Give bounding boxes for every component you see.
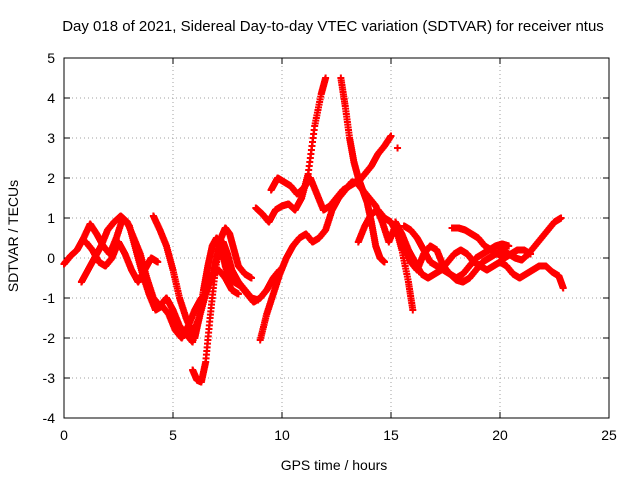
- x-tick-label: 5: [169, 427, 177, 443]
- series-arc-16: [394, 144, 402, 152]
- data-point: [557, 214, 565, 222]
- x-tick-label: 25: [601, 427, 617, 443]
- series-arc-13: [391, 218, 567, 292]
- x-axis-label: GPS time / hours: [281, 457, 388, 473]
- data-point: [234, 290, 242, 298]
- chart-title: Day 018 of 2021, Sidereal Day-to-day VTE…: [62, 18, 604, 35]
- x-tick-label: 15: [383, 427, 399, 443]
- y-tick-label: -3: [43, 370, 56, 386]
- x-tick-label: 10: [274, 427, 290, 443]
- data-point: [154, 258, 162, 266]
- grid-lines: [64, 58, 609, 418]
- data-point: [505, 242, 513, 250]
- x-tick-label: 20: [492, 427, 508, 443]
- data-series: [60, 74, 567, 386]
- y-tick-label: 5: [47, 50, 55, 66]
- data-point: [387, 132, 395, 140]
- y-tick-label: 2: [47, 170, 55, 186]
- data-point: [409, 306, 417, 314]
- y-tick-label: 0: [47, 250, 55, 266]
- series-arc-10: [267, 174, 417, 314]
- series-arc-7: [208, 224, 255, 282]
- series-arc-15: [448, 224, 535, 262]
- y-tick-label: 4: [47, 90, 55, 106]
- data-point: [322, 74, 330, 82]
- x-tick-label: 0: [60, 427, 68, 443]
- data-point: [247, 274, 255, 282]
- plot-frame: [63, 57, 610, 419]
- data-point: [559, 284, 567, 292]
- data-point: [527, 250, 535, 258]
- series-arc-3: [82, 238, 162, 286]
- y-tick-label: -2: [43, 330, 56, 346]
- data-point: [380, 258, 388, 266]
- y-tick-label: -1: [43, 290, 56, 306]
- y-tick-label: -4: [43, 410, 56, 426]
- data-point: [394, 144, 402, 152]
- y-tick-label: 1: [47, 210, 55, 226]
- y-tick-label: 3: [47, 130, 55, 146]
- y-axis-label: SDTVAR / TECUs: [5, 180, 21, 292]
